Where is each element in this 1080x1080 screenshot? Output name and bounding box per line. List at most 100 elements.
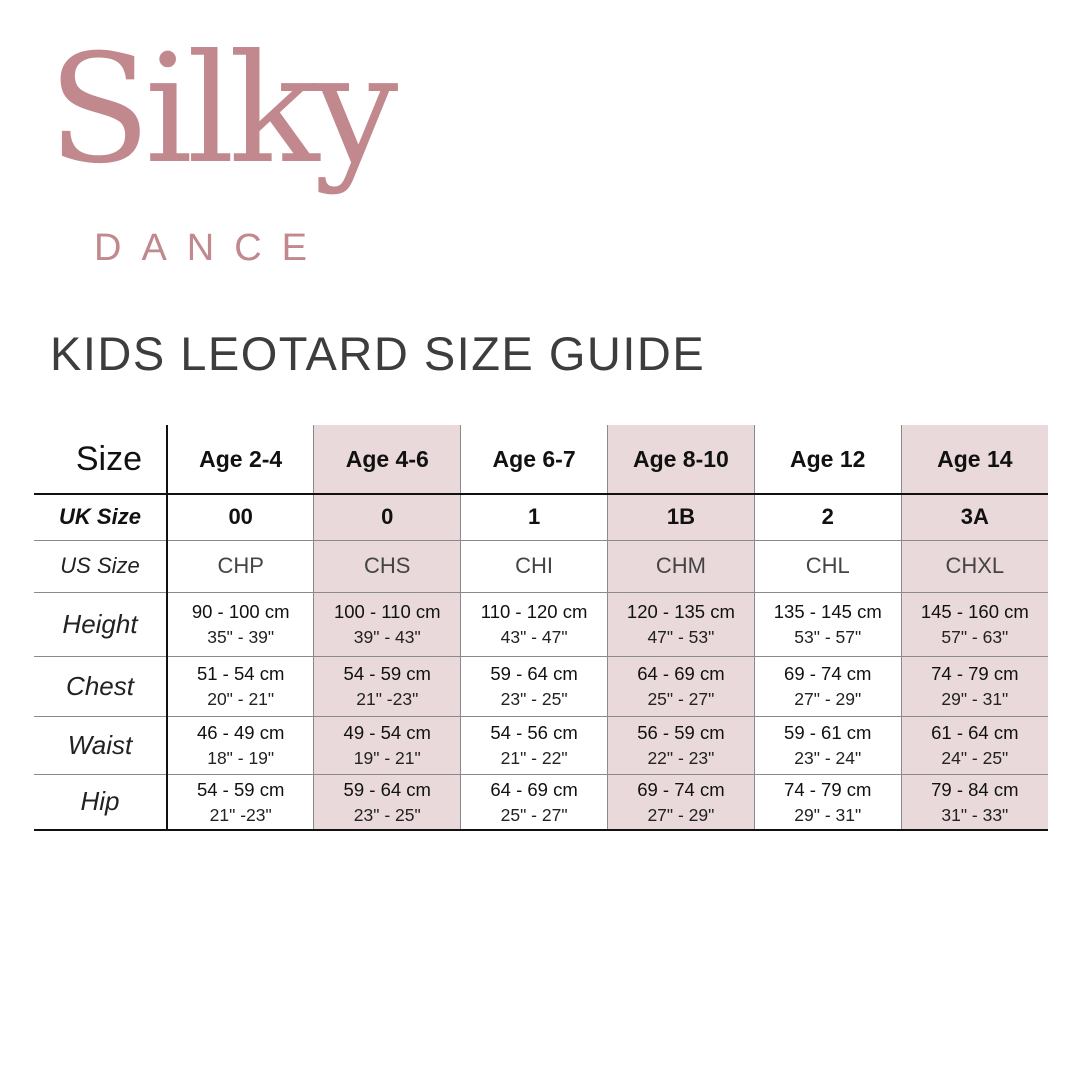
inch-value: 35" - 39"	[207, 627, 275, 647]
cm-value: 54 - 59 cm	[343, 663, 431, 684]
inch-value: 39" - 43"	[353, 627, 421, 647]
table-cell: 120 - 135 cm 47" - 53"	[607, 592, 755, 657]
inch-value: 27" - 29"	[647, 804, 715, 825]
row-label: Height	[34, 592, 169, 657]
cm-value: 69 - 74 cm	[784, 663, 872, 684]
table-cell: 54 - 59 cm 21" -23"	[166, 774, 314, 831]
us-size-row: US Size CHP CHS CHI CHM CHL CHXL	[34, 540, 1048, 593]
table-cell: 3A	[900, 494, 1048, 541]
cm-value: 69 - 74 cm	[637, 778, 725, 800]
uk-size-row: UK Size 00 0 1 1B 2 3A	[34, 494, 1048, 541]
table-cell: 74 - 79 cm 29" - 31"	[753, 774, 902, 831]
table-cell: 46 - 49 cm 18" - 19"	[166, 716, 314, 775]
inch-value: 23" - 24"	[794, 748, 862, 768]
cm-value: 54 - 59 cm	[196, 778, 285, 800]
cm-value: 90 - 100 cm	[191, 601, 290, 622]
table-cell: 00	[166, 494, 314, 541]
column-header: Age 12	[753, 425, 902, 494]
table-cell: 54 - 59 cm 21" -23"	[313, 656, 461, 717]
row-label: Chest	[34, 656, 169, 717]
table-cell: CHXL	[900, 540, 1048, 593]
cm-value: 79 - 84 cm	[931, 778, 1019, 800]
column-header: Age 8-10	[607, 425, 755, 494]
cm-value: 46 - 49 cm	[196, 722, 285, 743]
table-cell: 59 - 64 cm 23" - 25"	[313, 774, 461, 831]
chest-row: Chest 51 - 54 cm 20" - 21" 54 - 59 cm 21" …	[34, 656, 1048, 717]
cm-value: 74 - 79 cm	[784, 778, 872, 800]
cm-value: 74 - 79 cm	[931, 663, 1019, 684]
column-header: Age 14	[900, 425, 1048, 494]
page-title: KIDS LEOTARD SIZE GUIDE	[50, 327, 706, 380]
column-header: Age 2-4	[166, 425, 314, 494]
inch-value: 21" -23"	[209, 804, 272, 825]
cm-value: 59 - 61 cm	[784, 722, 872, 743]
row-label: Waist	[34, 716, 169, 775]
table-cell: CHM	[607, 540, 755, 593]
table-cell: 110 - 120 cm 43" - 47"	[460, 592, 608, 657]
table-cell: 64 - 69 cm 25" - 27"	[607, 656, 755, 717]
inch-value: 24" - 25"	[941, 748, 1009, 768]
cm-value: 54 - 56 cm	[490, 722, 578, 743]
inch-value: 27" - 29"	[794, 689, 862, 709]
table-cell: 61 - 64 cm 24" - 25"	[900, 716, 1048, 775]
inch-value: 57" - 63"	[941, 627, 1009, 647]
cm-value: 110 - 120 cm	[480, 601, 588, 622]
table-cell: CHL	[753, 540, 902, 593]
table-cell: 56 - 59 cm 22" - 23"	[607, 716, 755, 775]
cm-value: 64 - 69 cm	[637, 663, 725, 684]
inch-value: 18" - 19"	[207, 748, 275, 768]
header-row: Size Age 2-4 Age 4-6 Age 6-7 Age 8-10 Ag…	[34, 425, 1048, 494]
inch-value: 25" - 27"	[647, 689, 715, 709]
table-cell: 135 - 145 cm 53" - 57"	[753, 592, 902, 657]
table-cell: CHI	[460, 540, 608, 593]
table-cell: 0	[313, 494, 461, 541]
inch-value: 19" - 21"	[353, 748, 421, 768]
cm-value: 120 - 135 cm	[626, 601, 735, 622]
inch-value: 25" - 27"	[500, 804, 568, 825]
cm-value: 64 - 69 cm	[490, 778, 578, 800]
column-header: Age 6-7	[460, 425, 608, 494]
table-cell: 2	[753, 494, 902, 541]
table-cell: 90 - 100 cm 35" - 39"	[166, 592, 314, 657]
cm-value: 61 - 64 cm	[931, 722, 1019, 743]
inch-value: 22" - 23"	[647, 748, 715, 768]
cm-value: 51 - 54 cm	[196, 663, 285, 684]
cm-value: 59 - 64 cm	[343, 778, 431, 800]
table-cell: 59 - 61 cm 23" - 24"	[753, 716, 902, 775]
cm-value: 145 - 160 cm	[920, 601, 1029, 622]
cm-value: 56 - 59 cm	[637, 722, 725, 743]
table-cell: 54 - 56 cm 21" - 22"	[460, 716, 608, 775]
inch-value: 31" - 33"	[941, 804, 1009, 825]
row-label: US Size	[34, 540, 169, 593]
corner-label: Size	[34, 425, 169, 494]
inch-value: 53" - 57"	[794, 627, 862, 647]
cm-value: 59 - 64 cm	[490, 663, 578, 684]
table-cell: 74 - 79 cm 29" - 31"	[900, 656, 1048, 717]
inch-value: 21" -23"	[356, 689, 419, 709]
inch-value: 23" - 25"	[353, 804, 421, 825]
table-cell: 145 - 160 cm 57" - 63"	[900, 592, 1048, 657]
table-cell: 69 - 74 cm 27" - 29"	[753, 656, 902, 717]
hip-row: Hip 54 - 59 cm 21" -23" 59 - 64 cm 23" - 2…	[34, 774, 1048, 831]
inch-value: 21" - 22"	[500, 748, 568, 768]
column-header: Age 4-6	[313, 425, 461, 494]
cm-value: 100 - 110 cm	[333, 601, 441, 622]
waist-row: Waist 46 - 49 cm 18" - 19" 49 - 54 cm 19" …	[34, 716, 1048, 775]
cm-value: 135 - 145 cm	[773, 601, 882, 622]
size-guide-table: Size Age 2-4 Age 4-6 Age 6-7 Age 8-10 Ag…	[34, 425, 1048, 831]
table-cell: 1B	[607, 494, 755, 541]
height-row: Height 90 - 100 cm 35" - 39" 100 - 110 cm…	[34, 592, 1048, 657]
table-cell: 1	[460, 494, 608, 541]
table-cell: CHS	[313, 540, 461, 593]
table-cell: 79 - 84 cm 31" - 33"	[900, 774, 1048, 831]
table-cell: 100 - 110 cm 39" - 43"	[313, 592, 461, 657]
brand-logo: Silky DANCE	[48, 35, 408, 270]
row-label: Hip	[34, 774, 169, 831]
row-label: UK Size	[34, 494, 169, 541]
table-cell: 49 - 54 cm 19" - 21"	[313, 716, 461, 775]
inch-value: 29" - 31"	[794, 804, 862, 825]
table-cell: 64 - 69 cm 25" - 27"	[460, 774, 608, 831]
inch-value: 43" - 47"	[500, 627, 568, 647]
inch-value: 29" - 31"	[941, 689, 1009, 709]
inch-value: 20" - 21"	[207, 689, 275, 709]
